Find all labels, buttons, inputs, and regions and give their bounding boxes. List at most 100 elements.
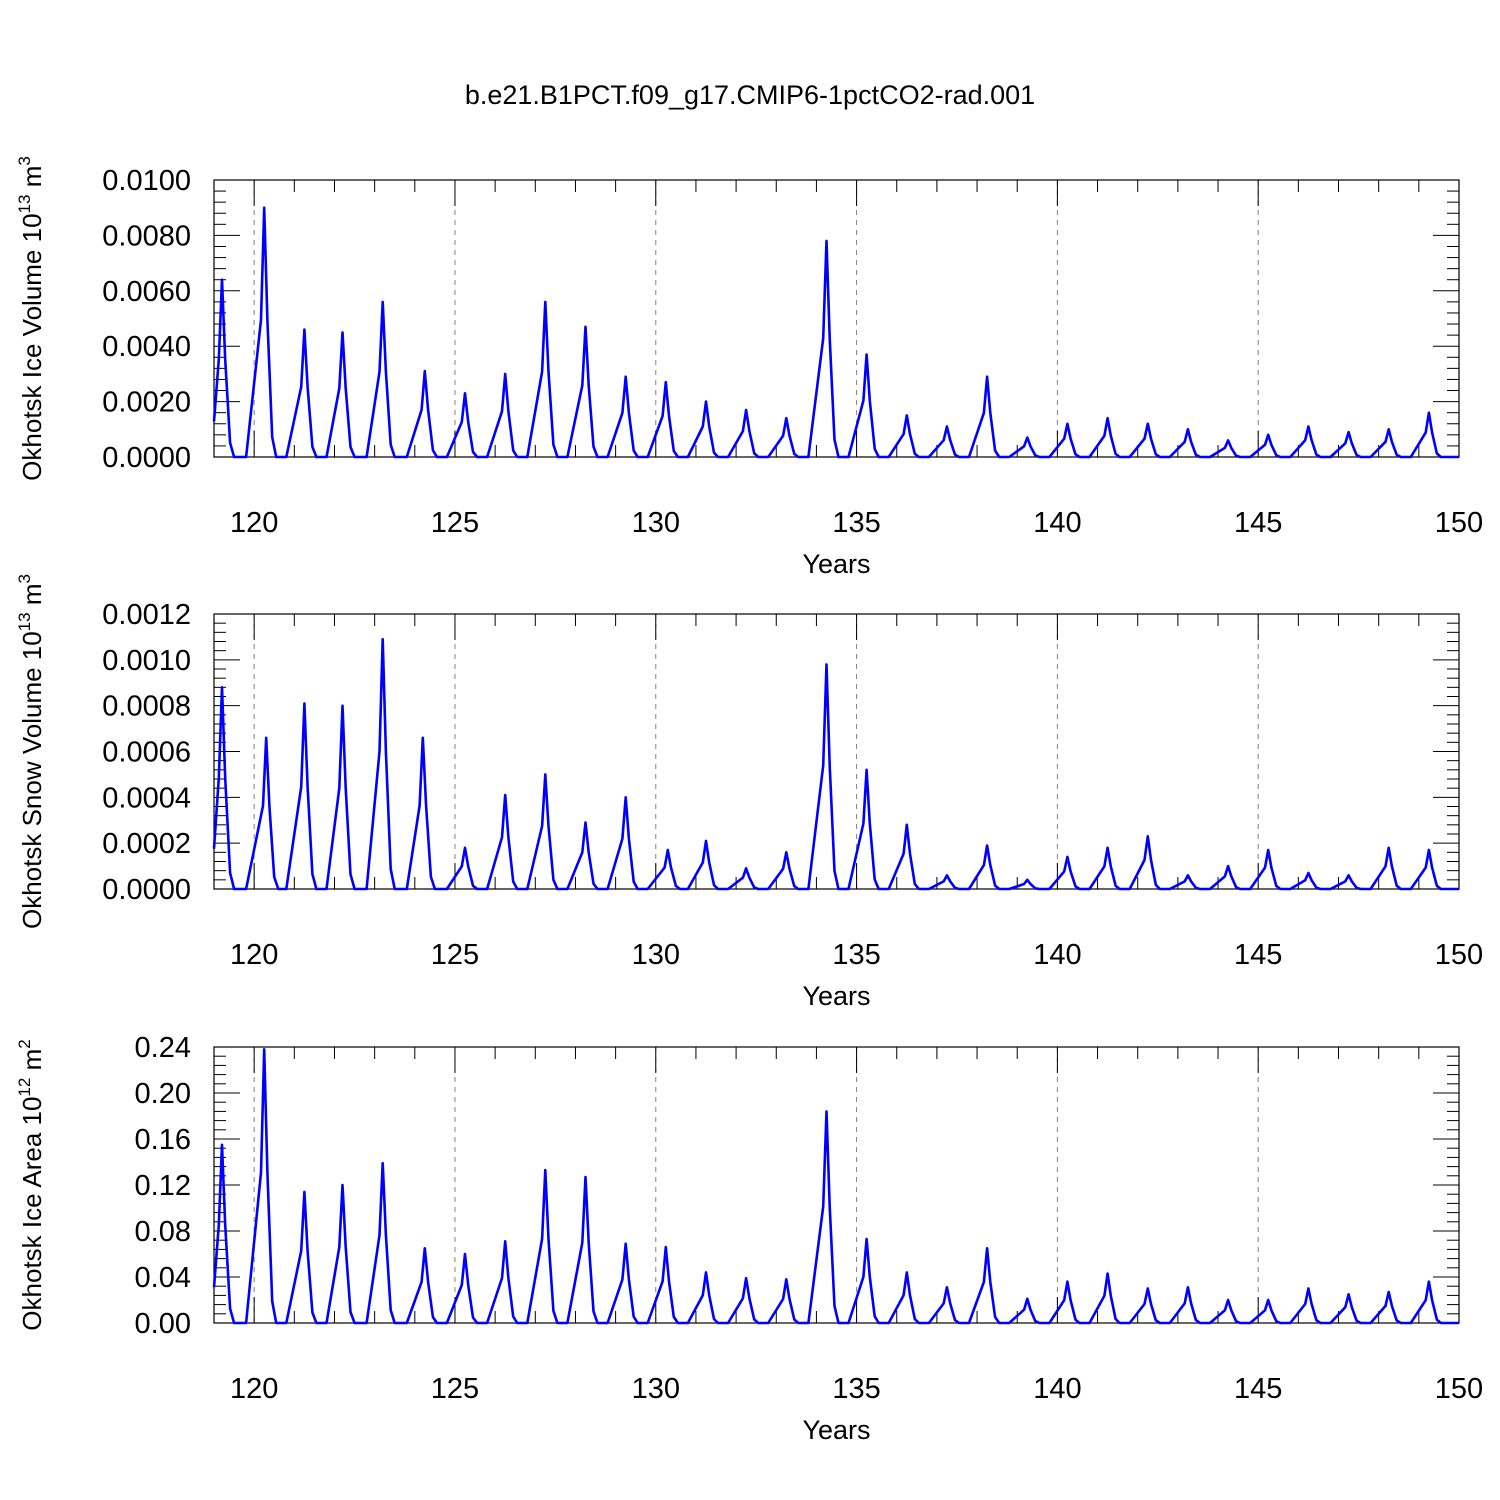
data-point — [986, 844, 988, 847]
data-point — [624, 1242, 627, 1245]
data-point — [905, 824, 908, 826]
y-axis-label-part: Okhotsk Ice Volume — [17, 242, 47, 480]
data-point — [1387, 846, 1390, 849]
data-point — [303, 328, 306, 331]
x-tick-label: 120 — [230, 1373, 278, 1405]
data-point — [265, 736, 268, 739]
y-axis-label-part: 3 — [15, 574, 34, 583]
y-axis-label-part: 10 — [17, 1097, 47, 1126]
data-point — [705, 400, 707, 403]
data-point — [464, 846, 466, 849]
x-tick-label: 120 — [230, 507, 278, 539]
data-point — [1267, 1299, 1270, 1301]
y-tick-label: 0.0100 — [102, 165, 191, 197]
data-point — [1227, 1299, 1229, 1301]
series-line — [212, 637, 1459, 891]
data-point — [1146, 422, 1149, 425]
y-axis-label: Okhotsk Ice Volume 1013 m3 — [15, 156, 47, 481]
x-tick-label: 120 — [230, 939, 278, 971]
x-tick-label: 140 — [1033, 507, 1081, 539]
data-point — [1347, 1293, 1350, 1296]
y-axis-label-part: m — [17, 583, 47, 612]
data-point — [705, 1271, 707, 1274]
data-point — [221, 686, 223, 689]
data-point — [1227, 865, 1229, 867]
data-point — [1307, 425, 1310, 428]
data-point — [1307, 1287, 1310, 1290]
data-point — [1428, 849, 1430, 851]
x-tick-label: 135 — [832, 939, 880, 971]
x-tick-label: 130 — [632, 1373, 680, 1405]
y-axis-label-part: 3 — [15, 156, 34, 165]
y-axis-label: Okhotsk Snow Volume 1013 m3 — [15, 574, 47, 929]
y-axis-label-part: m — [17, 166, 47, 195]
y-axis-label-part: 13 — [15, 612, 34, 631]
data-point — [1428, 1280, 1430, 1283]
data-point — [624, 796, 627, 799]
data-point — [584, 326, 587, 328]
data-point — [785, 1278, 788, 1281]
data-point — [424, 370, 426, 372]
data-point — [825, 1110, 828, 1113]
data-point — [905, 414, 908, 417]
plot-frame — [213, 613, 1460, 890]
data-point — [1026, 879, 1029, 881]
data-point — [745, 409, 747, 411]
plot-frame — [213, 1046, 1460, 1324]
data-point — [745, 1277, 747, 1279]
data-point — [745, 867, 747, 870]
data-point — [1066, 1280, 1069, 1283]
y-tick-label: 0.20 — [135, 1078, 191, 1110]
data-point — [1146, 835, 1149, 838]
data-point — [381, 1162, 384, 1164]
data-point — [1347, 431, 1350, 433]
y-tick-label: 0.04 — [135, 1262, 191, 1294]
chart-panel-3: 120 125 130 135 140 145 150 Years 0.00 0.04 0.08 0.… — [15, 1032, 1483, 1445]
data-point — [946, 425, 948, 428]
data-point — [905, 1271, 908, 1274]
data-point — [341, 704, 344, 707]
data-point — [1387, 1291, 1390, 1293]
data-point — [341, 1184, 344, 1186]
y-tick-label: 0.12 — [135, 1170, 191, 1202]
data-point — [785, 851, 788, 854]
data-point — [263, 1048, 266, 1051]
y-axis-label-part: Okhotsk Ice Area — [17, 1125, 47, 1330]
chart-title: b.e21.B1PCT.f09_g17.CMIP6-1pctCO2-rad.00… — [465, 80, 1035, 110]
data-point — [424, 1247, 426, 1250]
y-tick-label: 0.00 — [135, 1308, 191, 1340]
data-point — [1267, 434, 1270, 436]
x-tick-label: 145 — [1234, 507, 1282, 539]
data-point — [825, 240, 828, 242]
data-point — [825, 663, 828, 666]
data-point — [865, 1238, 868, 1240]
x-tick-label: 145 — [1234, 1373, 1282, 1405]
data-point — [1026, 1298, 1029, 1300]
data-point — [303, 702, 306, 705]
data-point — [504, 373, 506, 375]
data-point — [946, 1286, 948, 1289]
data-point — [1106, 417, 1109, 420]
x-tick-label: 150 — [1435, 507, 1483, 539]
data-point — [865, 769, 868, 771]
y-tick-label: 0.08 — [135, 1216, 191, 1248]
y-tick-label: 0.0020 — [102, 387, 191, 419]
y-axis-label-part: 12 — [15, 1078, 34, 1097]
data-point — [1146, 1287, 1149, 1290]
x-tick-label: 140 — [1033, 1373, 1081, 1405]
x-axis-label: Years — [802, 981, 870, 1011]
y-tick-label: 0.0060 — [102, 276, 191, 308]
data-point — [1387, 428, 1390, 431]
data-point — [785, 417, 788, 420]
y-tick-label: 0.0040 — [102, 331, 191, 363]
data-point — [865, 353, 868, 356]
y-tick-label: 0.0000 — [102, 874, 191, 906]
data-point — [665, 1246, 667, 1248]
y-tick-label: 0.0000 — [102, 442, 191, 474]
y-tick-label: 0.0008 — [102, 691, 191, 723]
data-point — [1106, 1272, 1109, 1275]
data-point — [381, 301, 384, 303]
y-tick-label: 0.16 — [135, 1124, 191, 1156]
data-point — [464, 1253, 466, 1255]
